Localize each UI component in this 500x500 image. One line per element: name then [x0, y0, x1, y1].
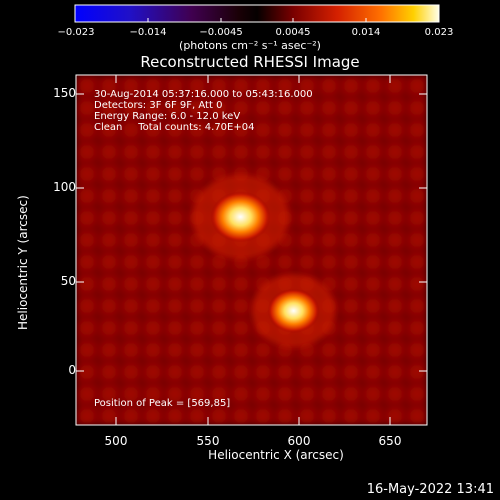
colorbar-tick: −0.0045	[199, 27, 243, 38]
colorbar-tick: −0.014	[129, 27, 167, 38]
x-axis-label: Heliocentric X (arcsec)	[208, 448, 344, 462]
timestamp-footer: 16-May-2022 13:41	[366, 482, 494, 497]
colorbar-unit-label: (photons cm⁻² s⁻¹ asec⁻²)	[179, 39, 321, 52]
y-tick-label: 150	[53, 86, 76, 100]
x-tick-label: 650	[378, 434, 402, 448]
y-tick-label: 50	[60, 274, 76, 288]
colorbar-tick: 0.023	[424, 27, 454, 38]
x-tick-label: 600	[287, 434, 311, 448]
plot-title: Reconstructed RHESSI Image	[140, 53, 360, 71]
colorbar-tick: 0.0045	[275, 27, 311, 38]
colorbar-tick: 0.014	[351, 27, 381, 38]
detectors-text: Detectors: 3F 6F 9F, Att 0	[94, 100, 223, 111]
colorbar	[74, 4, 440, 23]
rhessi-image	[76, 75, 427, 425]
y-tick-label: 100	[53, 180, 76, 194]
x-ray-source	[267, 288, 320, 333]
clean-counts-text: Clean Total counts: 4.70E+04	[94, 122, 255, 133]
y-tick-label: 0	[68, 363, 76, 377]
x-tick-label: 550	[196, 434, 220, 448]
colorbar-tick: −0.023	[57, 27, 95, 38]
y-axis-label: Heliocentric Y (arcsec)	[16, 195, 30, 330]
time-range-text: 30-Aug-2014 05:37:16.000 to 05:43:16.000	[94, 89, 313, 100]
peak-position-text: Position of Peak = [569,85]	[94, 398, 231, 409]
x-tick-label: 500	[104, 434, 128, 448]
energy-range-text: Energy Range: 6.0 - 12.0 keV	[94, 111, 241, 122]
x-ray-source	[210, 191, 271, 243]
